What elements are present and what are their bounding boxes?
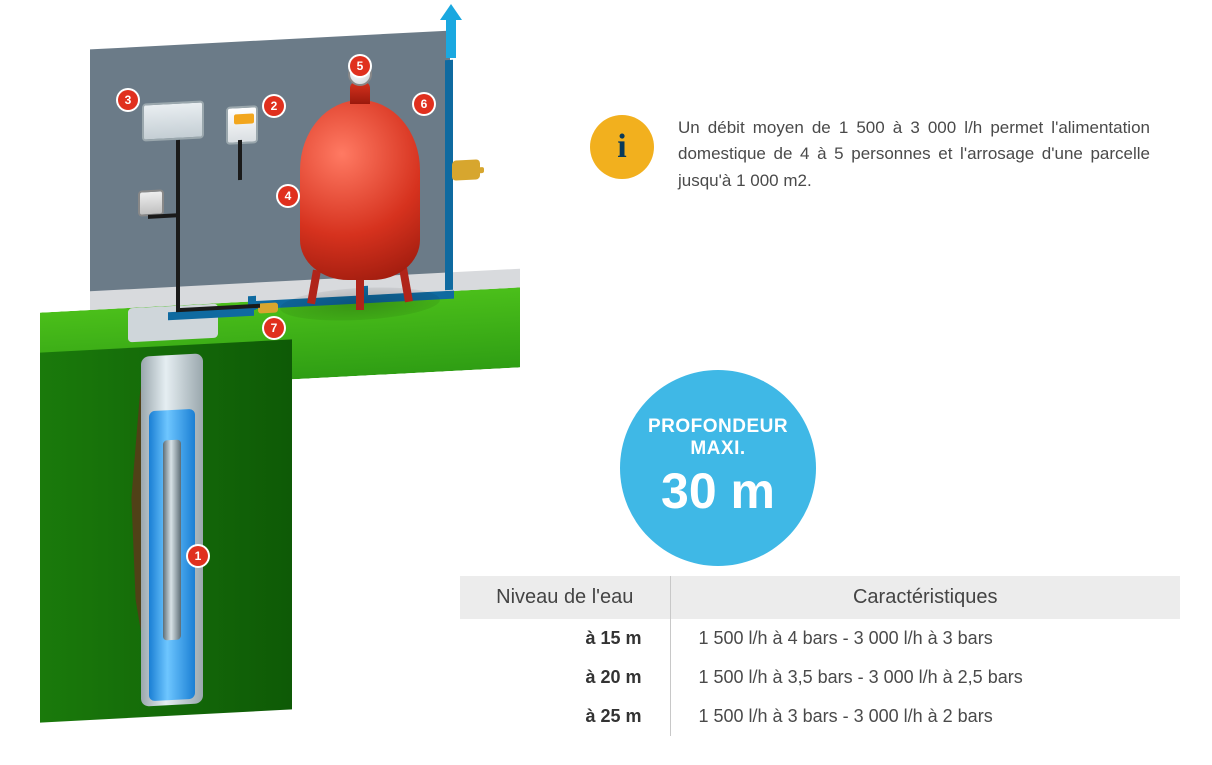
info-text: Un débit moyen de 1 500 à 3 000 l/h perm… xyxy=(678,115,1150,194)
callout-marker: 7 xyxy=(264,318,284,338)
pump-installation-diagram: 1 2 3 4 5 6 7 xyxy=(30,10,510,730)
cell-water-level: à 15 m xyxy=(460,619,670,658)
table-row: à 15 m1 500 l/h à 4 bars - 3 000 l/h à 3… xyxy=(460,619,1180,658)
table-row: à 25 m1 500 l/h à 3 bars - 3 000 l/h à 2… xyxy=(460,697,1180,736)
col-header-spec: Caractéristiques xyxy=(670,576,1180,619)
outdoor-tap xyxy=(452,159,480,180)
table-row: à 20 m1 500 l/h à 3,5 bars - 3 000 l/h à… xyxy=(460,658,1180,697)
callout-marker: 2 xyxy=(264,96,284,116)
output-arrow-icon xyxy=(440,4,462,64)
table-header-row: Niveau de l'eau Caractéristiques xyxy=(460,576,1180,619)
cell-characteristics: 1 500 l/h à 4 bars - 3 000 l/h à 3 bars xyxy=(670,619,1180,658)
callout-marker: 4 xyxy=(278,186,298,206)
callout-marker: 3 xyxy=(118,90,138,110)
cell-water-level: à 20 m xyxy=(460,658,670,697)
callout-marker: 6 xyxy=(414,94,434,114)
pressure-tank xyxy=(300,100,420,280)
info-icon: i xyxy=(617,128,626,166)
info-panel: i Un débit moyen de 1 500 à 3 000 l/h pe… xyxy=(590,115,1150,194)
brass-fitting xyxy=(258,302,278,313)
cell-characteristics: 1 500 l/h à 3 bars - 3 000 l/h à 2 bars xyxy=(670,697,1180,736)
max-depth-badge: PROFONDEUR MAXI. 30 m xyxy=(620,370,816,566)
depth-label-line2: MAXI. xyxy=(690,438,745,460)
cell-characteristics: 1 500 l/h à 3,5 bars - 3 000 l/h à 2,5 b… xyxy=(670,658,1180,697)
control-box-main xyxy=(142,100,204,141)
col-header-level: Niveau de l'eau xyxy=(460,576,670,619)
callout-marker: 5 xyxy=(350,56,370,76)
depth-label-line1: PROFONDEUR xyxy=(648,416,788,438)
callout-marker: 1 xyxy=(188,546,208,566)
tank-leg xyxy=(356,276,364,310)
control-box-secondary xyxy=(226,105,258,145)
cable xyxy=(238,140,242,180)
wall-socket xyxy=(138,189,164,216)
cable xyxy=(176,140,180,310)
cell-water-level: à 25 m xyxy=(460,697,670,736)
spec-table: Niveau de l'eau Caractéristiques à 15 m1… xyxy=(460,576,1180,736)
info-badge: i xyxy=(590,115,654,179)
submersible-pump xyxy=(163,440,181,641)
depth-value: 30 m xyxy=(661,462,775,520)
